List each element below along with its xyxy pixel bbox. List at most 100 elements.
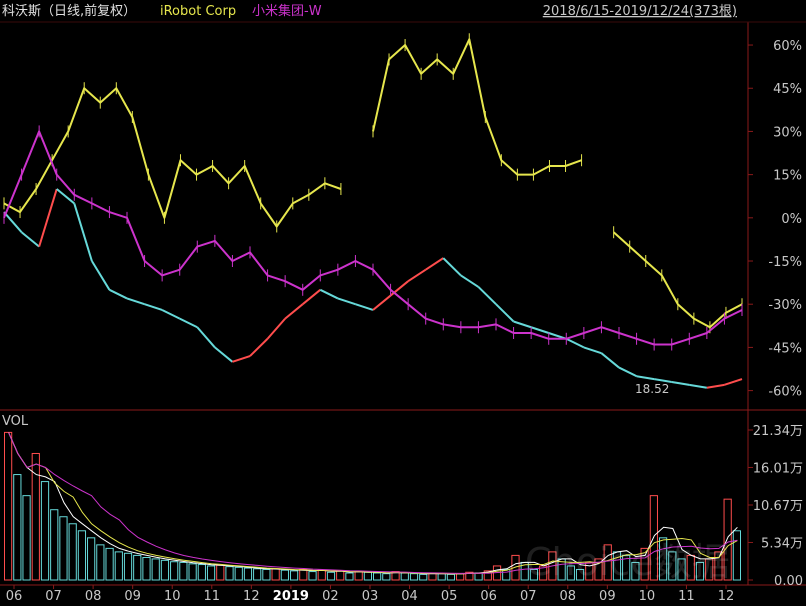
- compare-irobot-label: iRobot Corp: [160, 4, 236, 19]
- volume-bar: [133, 554, 142, 581]
- volume-bar: [622, 554, 631, 581]
- volume-bar: [594, 558, 603, 581]
- price-tick-label: -15%: [768, 255, 802, 270]
- series-kewosi-segment: [232, 355, 251, 363]
- volume-bar: [142, 557, 151, 581]
- volume-bar: [677, 558, 686, 581]
- volume-bar: [658, 537, 668, 581]
- volume-bar: [197, 564, 206, 581]
- x-tick-label: 06: [480, 589, 497, 604]
- series-kewosi-segment: [91, 260, 111, 291]
- volume-bar: [170, 561, 179, 581]
- volume-bar: [280, 569, 289, 581]
- series-kewosi-segment: [477, 286, 497, 305]
- series-kewosi-segment: [319, 288, 339, 300]
- volume-bar: [483, 570, 492, 581]
- volume-bar: [68, 523, 77, 581]
- series-kewosi-segment: [706, 383, 725, 389]
- x-tick-label: 11: [204, 589, 221, 604]
- volume-bar: [31, 452, 40, 581]
- x-tick-label: 11: [678, 589, 695, 604]
- series-kewosi-segment: [442, 257, 462, 277]
- volume-tick-label: 0.00: [774, 574, 803, 589]
- x-tick-label: 05: [441, 589, 458, 604]
- x-tick-label: 10: [164, 589, 181, 604]
- volume-bar: [465, 571, 474, 581]
- series-kewosi-segment: [636, 375, 655, 381]
- stock-name: 科沃斯（日线,前复权）: [2, 3, 136, 19]
- x-axis: 06 07 08 09 10 11 12 2019 02 03 04 05 06 07 08 09 10 11 12: [6, 585, 735, 604]
- volume-bar: [723, 498, 732, 581]
- volume-bar: [548, 551, 557, 581]
- volume-tick-label: 5.34万: [761, 536, 803, 551]
- volume-bar: [714, 551, 723, 581]
- volume-bar: [188, 563, 197, 581]
- volume-tick-label: 10.67万: [753, 499, 803, 514]
- series-kewosi-segment: [372, 294, 392, 311]
- x-tick-label: 02: [322, 589, 339, 604]
- volume-bar: [206, 565, 216, 581]
- volume-bar: [603, 544, 612, 581]
- volume-bar: [373, 572, 382, 581]
- volume-bar: [732, 530, 742, 581]
- volume-bar: [105, 547, 114, 581]
- series-kewosi-segment: [144, 303, 163, 311]
- x-tick-label: 04: [401, 589, 418, 604]
- series-kewosi-segment: [126, 297, 145, 306]
- min-price-label: 18.52: [635, 382, 669, 396]
- watermark: Choice数据: [525, 540, 730, 584]
- volume-tick-label: 16.01万: [753, 461, 803, 476]
- date-range: 2018/6/15-2019/12/24(373根): [543, 4, 737, 19]
- volume-tick-label: 21.34万: [753, 424, 803, 439]
- price-plot: [3, 33, 743, 389]
- volume-bar: [585, 561, 594, 581]
- price-tick-label: 45%: [773, 82, 802, 97]
- series-kewosi-segment: [407, 268, 427, 283]
- volume-bar: [566, 565, 575, 581]
- series-kewosi-segment: [689, 383, 708, 389]
- x-tick-label: 12: [718, 589, 735, 604]
- x-tick-label: 08: [560, 589, 577, 604]
- series-kewosi-segment: [20, 231, 40, 248]
- volume-bar: [502, 568, 511, 581]
- volume-bar: [668, 551, 677, 581]
- series-kewosi-segment: [600, 352, 620, 369]
- volume-bar: [409, 573, 419, 581]
- volume-y-axis: 21.34万 16.01万 10.67万 5.34万 0.00: [748, 424, 803, 589]
- volume-bar: [345, 572, 354, 581]
- series-kewosi-segment: [302, 289, 321, 305]
- volume-bar: [262, 568, 271, 581]
- volume-bar: [179, 561, 188, 581]
- x-tick-label: 2019: [273, 589, 309, 604]
- volume-bar: [59, 516, 68, 581]
- volume-bar: [225, 566, 234, 581]
- x-tick-label: 09: [124, 589, 141, 604]
- series-kewosi-segment: [653, 378, 672, 383]
- volume-bar: [50, 509, 59, 581]
- volume-bar: [253, 568, 262, 581]
- series-kewosi-segment: [425, 257, 444, 271]
- price-tick-label: 60%: [773, 39, 802, 54]
- series-kewosi-segment: [3, 211, 23, 233]
- volume-bar: [13, 474, 22, 581]
- series-kewosi-segment: [108, 288, 128, 300]
- volume-bar: [151, 558, 160, 581]
- x-tick-label: 06: [6, 589, 23, 604]
- volume-bar: [446, 573, 456, 581]
- volume-bar: [114, 551, 123, 581]
- volume-bar: [234, 566, 243, 581]
- series-kewosi-segment: [214, 346, 234, 363]
- x-tick-label: 10: [639, 589, 656, 604]
- series-kewosi-segment: [56, 188, 75, 205]
- price-y-axis: 60% 45% 30% 15% 0% -15% -30% -45% -60%: [748, 39, 802, 400]
- series-kewosi-segment: [73, 203, 93, 262]
- series-kewosi-segment: [38, 188, 58, 247]
- series-kewosi-segment: [724, 378, 743, 386]
- volume-average-line: [8, 432, 738, 574]
- volume-bar: [511, 554, 520, 581]
- series-kewosi-segment: [179, 317, 198, 329]
- volume-bar: [22, 495, 31, 581]
- series-kewosi-segment: [671, 380, 690, 386]
